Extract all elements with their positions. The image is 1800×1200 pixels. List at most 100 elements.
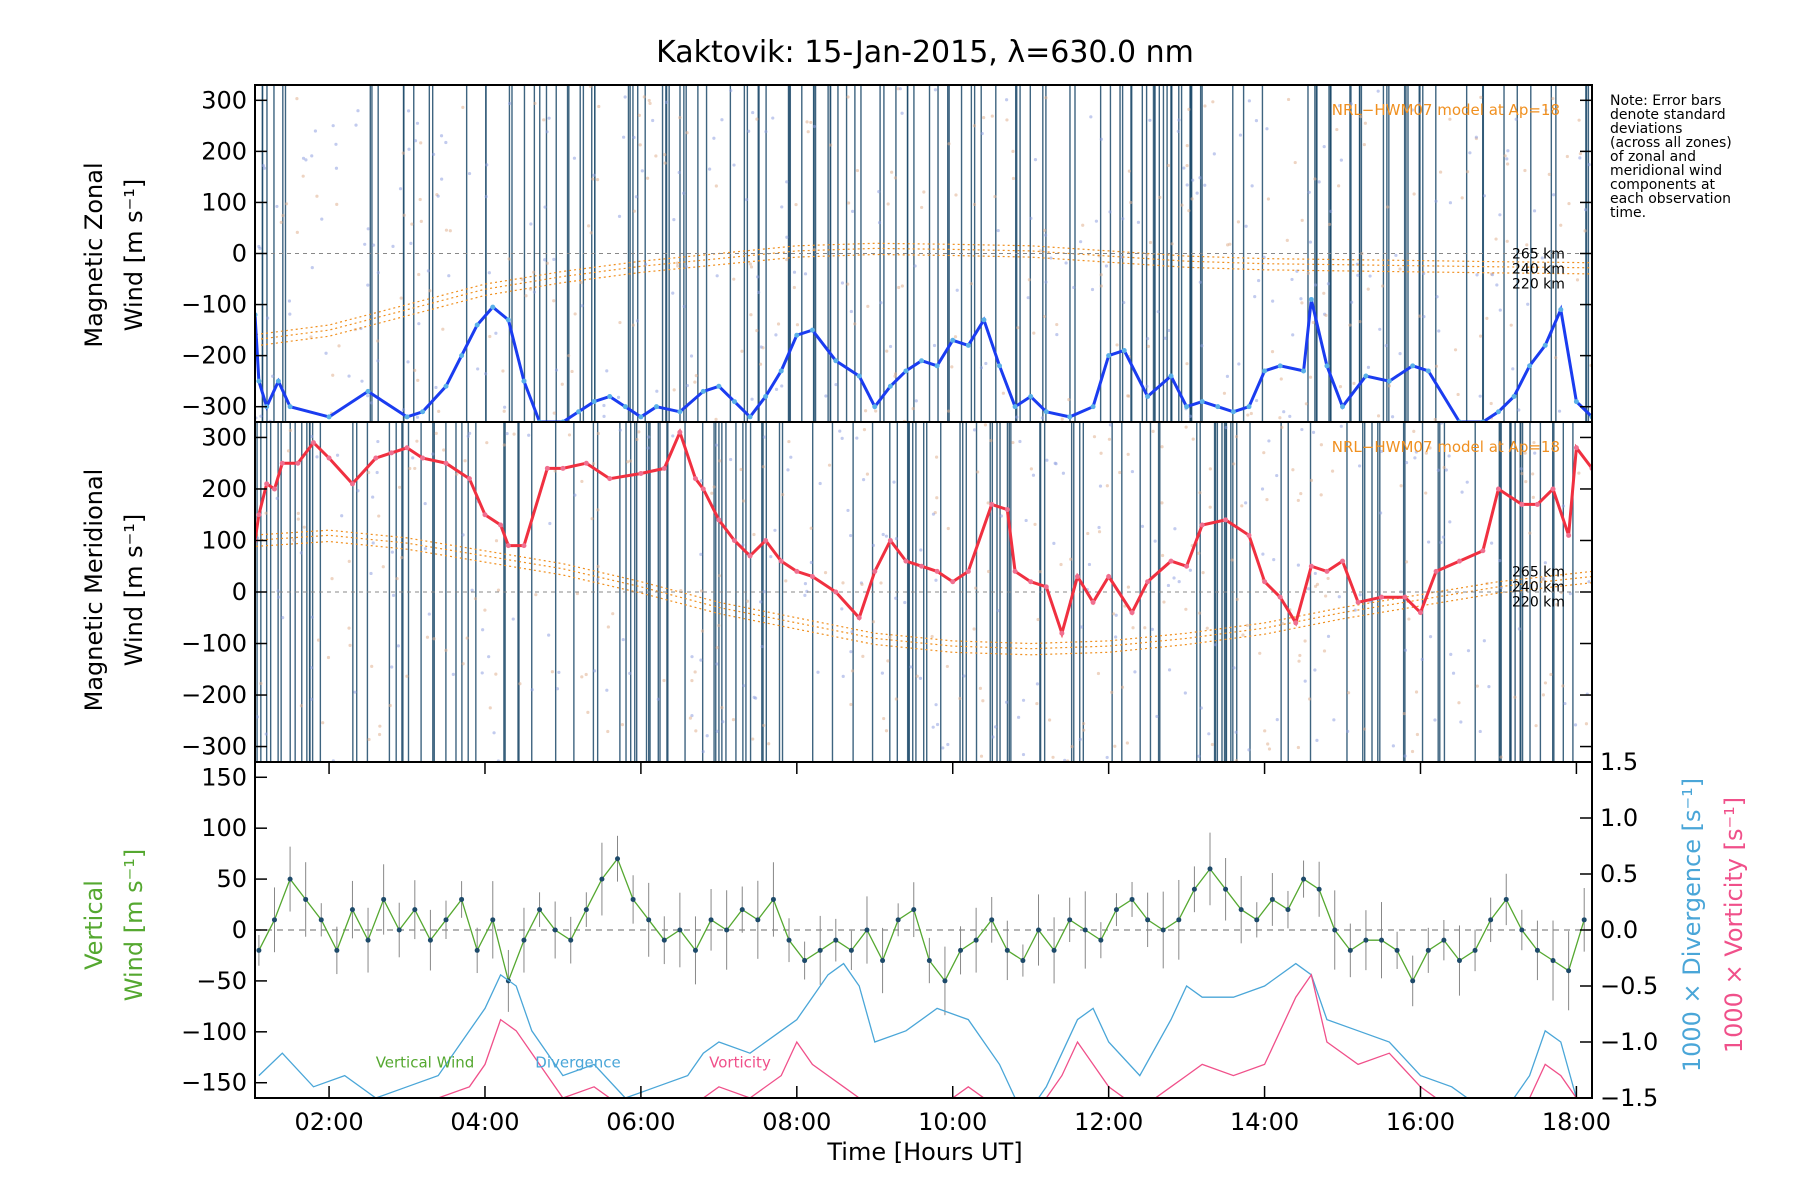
wind-point <box>1534 501 1540 507</box>
zone-dot <box>1119 255 1124 259</box>
chart-title: Kaktovik: 15-Jan-2015, λ=630.0 nm <box>656 35 1194 70</box>
zone-dot <box>1021 752 1026 757</box>
vertical-wind-point <box>1035 927 1041 933</box>
zone-dot <box>1485 316 1489 320</box>
zone-dot <box>476 367 480 371</box>
zone-dot <box>545 261 549 265</box>
zone-dot <box>1410 108 1414 112</box>
y-tick-label: −100 <box>181 291 247 319</box>
zone-dot <box>1533 451 1537 455</box>
wind-point <box>809 574 815 580</box>
zone-dot <box>888 635 892 639</box>
zone-dot <box>855 168 860 173</box>
zone-dot <box>1136 220 1141 224</box>
zone-dot <box>483 608 487 612</box>
wind-point <box>1230 409 1236 415</box>
zone-dot <box>1288 414 1292 418</box>
zone-dot <box>898 87 902 91</box>
zone-dot <box>860 582 864 586</box>
zone-dot <box>745 599 750 603</box>
zonal-ylabel-line1: Magnetic Zonal <box>80 162 108 347</box>
vertical-wind-point <box>677 927 683 933</box>
zone-dot <box>1011 176 1016 181</box>
zone-dot <box>1394 253 1398 257</box>
wind-point <box>1199 522 1205 528</box>
zone-dot <box>1185 163 1189 168</box>
zone-dot <box>335 453 340 457</box>
zone-dot <box>402 213 406 217</box>
zone-dot <box>861 654 865 659</box>
zone-dot <box>634 195 638 199</box>
zone-dot <box>353 690 357 694</box>
zone-dot <box>363 242 367 246</box>
zone-dot <box>1107 437 1112 441</box>
zone-dot <box>1208 505 1212 509</box>
zone-dot <box>620 723 625 727</box>
zone-dot <box>1234 435 1239 439</box>
zone-dot <box>693 380 697 384</box>
vertical-wind-point <box>537 907 543 913</box>
zone-dot <box>371 243 376 247</box>
zone-dot <box>1211 100 1215 104</box>
zone-dot <box>1313 177 1317 181</box>
zone-dot <box>918 676 923 680</box>
zone-dot <box>731 718 736 722</box>
zone-dot <box>637 430 641 434</box>
zone-dot <box>1198 176 1202 180</box>
zone-dot <box>1131 626 1135 630</box>
zone-dot <box>1587 580 1591 584</box>
zone-dot <box>1278 416 1282 420</box>
zone-dot <box>1399 484 1403 488</box>
wind-point <box>965 568 971 574</box>
wind-point <box>1277 594 1283 600</box>
zone-dot <box>818 481 822 486</box>
vertical-wind-point <box>443 917 449 923</box>
zone-dot <box>1244 501 1248 505</box>
zone-dot <box>1300 427 1304 432</box>
zone-dot <box>1326 576 1330 581</box>
zone-dot <box>1167 668 1172 672</box>
zone-dot <box>1105 484 1109 488</box>
zone-dot <box>390 665 394 669</box>
note-line: meridional wind <box>1610 163 1722 179</box>
zone-dot <box>431 452 435 456</box>
note-line: Note: Error bars <box>1610 93 1721 109</box>
zone-dot <box>496 588 501 592</box>
zone-dot <box>900 284 904 288</box>
vertical-wind-point <box>1441 937 1447 943</box>
zone-dot <box>803 582 808 586</box>
zone-dot <box>751 737 755 741</box>
zone-dot <box>271 374 275 378</box>
zone-dot <box>1449 652 1453 656</box>
zone-dot <box>432 637 436 641</box>
zonal-ylabel-line2: Wind [m s⁻¹] <box>120 179 148 331</box>
note-line: components at <box>1610 177 1716 193</box>
zone-dot <box>787 439 791 444</box>
zone-dot <box>1517 408 1521 412</box>
zone-dot <box>1232 666 1236 670</box>
zone-dot <box>1290 277 1294 282</box>
zone-dot <box>375 470 379 475</box>
zone-dot <box>1427 540 1431 544</box>
zone-dot <box>886 202 890 206</box>
vertical-wind-point <box>381 896 387 902</box>
zone-dot <box>699 658 703 662</box>
wind-point <box>607 476 613 482</box>
zone-dot <box>590 517 594 521</box>
wind-point <box>1550 486 1556 492</box>
wind-point <box>653 404 659 410</box>
wind-point <box>934 363 940 369</box>
wind-point <box>1410 363 1416 369</box>
zone-dot <box>780 384 784 388</box>
model-altitude-label: 265 km <box>1512 565 1565 581</box>
zone-dot <box>632 209 637 213</box>
zone-dot <box>785 180 789 184</box>
vertical-wind-point <box>802 958 808 964</box>
zone-dot <box>1366 365 1371 369</box>
zone-dot <box>434 431 438 435</box>
wind-point <box>443 460 449 466</box>
zone-dot <box>1315 738 1319 742</box>
x-axis-label: Time [Hours UT] <box>826 1138 1022 1166</box>
vertical-ylabel-line1: Vertical <box>80 880 108 970</box>
zone-dot <box>792 270 797 274</box>
